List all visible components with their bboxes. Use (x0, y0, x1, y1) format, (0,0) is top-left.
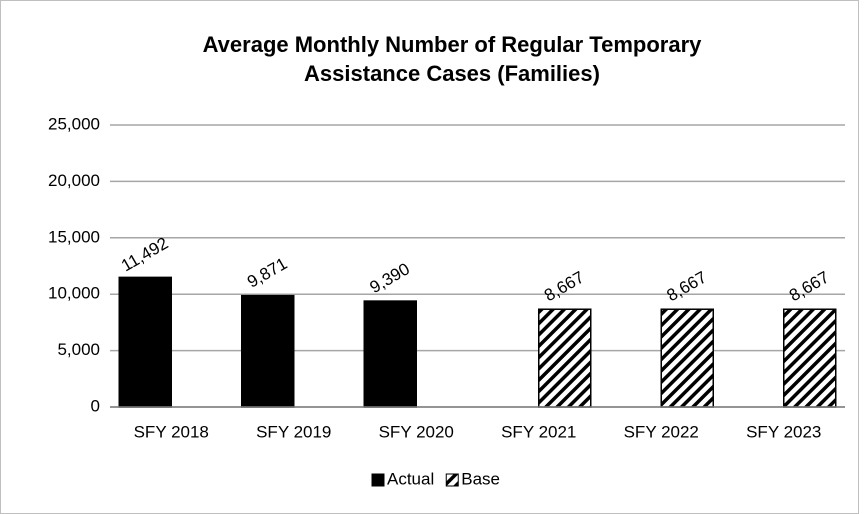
bar (241, 294, 295, 408)
bar (538, 308, 592, 408)
legend-label: Base (461, 469, 500, 488)
y-tick-label: 25,000 (48, 114, 100, 133)
y-tick-label: 5,000 (57, 340, 100, 359)
chart-title: Assistance Cases (Families) (304, 61, 600, 86)
legend-label: Actual (387, 469, 434, 488)
x-tick-label: SFY 2020 (379, 422, 454, 441)
legend-swatch (371, 473, 385, 487)
x-tick-label: SFY 2021 (501, 422, 576, 441)
y-tick-label: 15,000 (48, 227, 100, 246)
x-tick-label: SFY 2018 (134, 422, 209, 441)
legend-swatch (445, 473, 459, 487)
bar (118, 276, 172, 408)
x-tick-label: SFY 2023 (746, 422, 821, 441)
y-tick-label: 0 (91, 396, 100, 415)
y-tick-label: 10,000 (48, 284, 100, 303)
x-tick-label: SFY 2022 (624, 422, 699, 441)
y-tick-label: 20,000 (48, 171, 100, 190)
x-tick-label: SFY 2019 (256, 422, 331, 441)
bar (783, 308, 837, 408)
chart-title: Average Monthly Number of Regular Tempor… (203, 32, 703, 57)
bar (363, 300, 417, 408)
bar (660, 308, 714, 408)
